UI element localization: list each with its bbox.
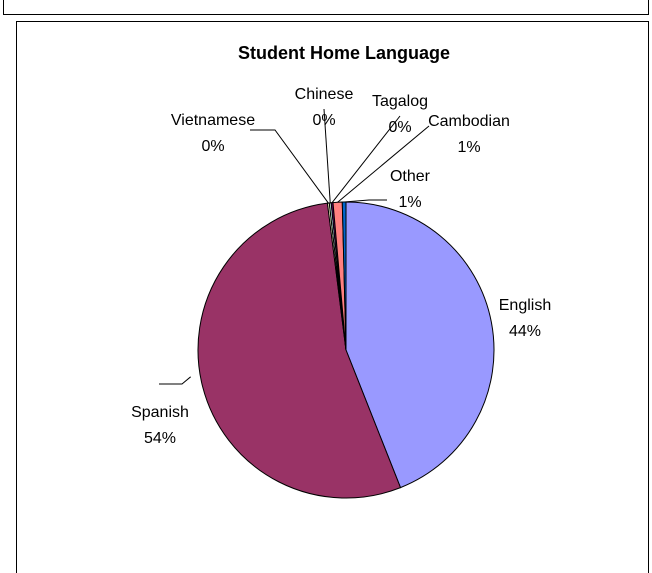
label-chinese-pct: 0% — [312, 112, 335, 129]
label-chinese-name: Chinese — [295, 86, 354, 103]
label-english-pct: 44% — [509, 323, 541, 340]
label-vietnamese-pct: 0% — [201, 138, 224, 155]
leader-chinese — [323, 108, 331, 203]
leader-vietnamese — [250, 129, 329, 204]
label-cambodian-name: Cambodian — [428, 113, 510, 130]
label-english-name: English — [499, 297, 551, 314]
slice-spanish — [197, 202, 402, 499]
leader-cambodian — [337, 125, 430, 203]
label-tagalog-pct: 0% — [388, 119, 411, 136]
leader-other — [344, 199, 387, 203]
label-spanish-pct: 54% — [144, 430, 176, 447]
label-cambodian-pct: 1% — [457, 139, 480, 156]
label-other-pct: 1% — [398, 194, 421, 211]
pie-chart: Student Home Language English 44% Spanish 5… — [131, 43, 551, 499]
pie-slices — [197, 201, 495, 499]
leader-spanish — [159, 376, 191, 385]
chart-title: Student Home Language — [238, 43, 450, 63]
label-other-name: Other — [390, 168, 431, 185]
leader-tagalog — [331, 115, 401, 203]
previous-chart-frame — [3, 0, 649, 15]
slice-english — [345, 201, 495, 489]
label-tagalog-name: Tagalog — [372, 93, 428, 110]
leader-lines — [159, 108, 430, 385]
label-vietnamese-name: Vietnamese — [171, 112, 255, 129]
chart-area[interactable]: Student Home Language English 44% Spanish 5… — [16, 21, 649, 573]
slice-labels: English 44% Spanish 54% Vietnamese 0% Chinese 0… — [131, 86, 551, 447]
label-spanish-name: Spanish — [131, 404, 189, 421]
